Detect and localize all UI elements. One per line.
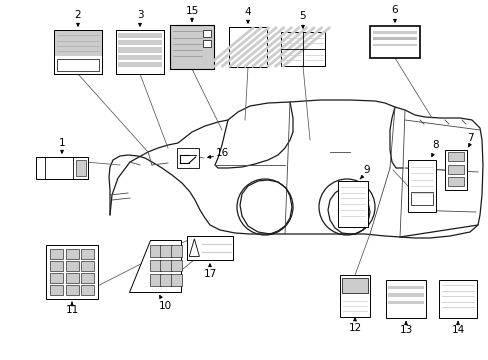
FancyBboxPatch shape: [65, 249, 79, 259]
FancyBboxPatch shape: [160, 274, 171, 286]
FancyBboxPatch shape: [50, 285, 63, 295]
FancyBboxPatch shape: [50, 273, 63, 283]
FancyBboxPatch shape: [186, 236, 232, 260]
FancyBboxPatch shape: [54, 30, 102, 74]
FancyBboxPatch shape: [50, 249, 63, 259]
FancyBboxPatch shape: [410, 192, 432, 205]
FancyBboxPatch shape: [342, 278, 367, 293]
Text: 2: 2: [75, 10, 81, 20]
Text: 16: 16: [215, 148, 228, 158]
FancyBboxPatch shape: [447, 152, 464, 161]
FancyBboxPatch shape: [118, 33, 161, 38]
FancyBboxPatch shape: [281, 32, 325, 66]
FancyBboxPatch shape: [203, 40, 211, 47]
Text: 15: 15: [185, 6, 198, 16]
FancyBboxPatch shape: [339, 275, 369, 317]
FancyBboxPatch shape: [387, 301, 423, 304]
FancyBboxPatch shape: [447, 177, 464, 186]
FancyBboxPatch shape: [170, 25, 214, 69]
Bar: [228, 27, 266, 67]
FancyBboxPatch shape: [149, 274, 161, 286]
FancyBboxPatch shape: [170, 260, 182, 271]
FancyBboxPatch shape: [369, 26, 419, 58]
FancyBboxPatch shape: [65, 261, 79, 271]
Text: 5: 5: [299, 11, 305, 21]
FancyBboxPatch shape: [46, 245, 98, 299]
FancyBboxPatch shape: [75, 160, 86, 176]
FancyBboxPatch shape: [149, 245, 161, 257]
Text: 4: 4: [244, 7, 251, 17]
FancyBboxPatch shape: [387, 286, 423, 289]
Text: 8: 8: [432, 140, 438, 150]
FancyBboxPatch shape: [170, 245, 182, 257]
FancyBboxPatch shape: [118, 55, 161, 60]
FancyBboxPatch shape: [81, 285, 94, 295]
FancyBboxPatch shape: [65, 285, 79, 295]
Text: 17: 17: [203, 269, 216, 279]
FancyBboxPatch shape: [385, 280, 425, 318]
FancyBboxPatch shape: [170, 274, 182, 286]
FancyBboxPatch shape: [57, 59, 99, 71]
FancyBboxPatch shape: [118, 40, 161, 45]
Text: 1: 1: [59, 138, 65, 148]
FancyBboxPatch shape: [160, 260, 171, 271]
FancyBboxPatch shape: [372, 31, 416, 34]
FancyBboxPatch shape: [372, 44, 416, 46]
FancyBboxPatch shape: [50, 261, 63, 271]
FancyBboxPatch shape: [337, 181, 367, 227]
FancyBboxPatch shape: [81, 249, 94, 259]
FancyBboxPatch shape: [54, 30, 102, 57]
FancyBboxPatch shape: [36, 157, 88, 179]
FancyBboxPatch shape: [387, 293, 423, 297]
Text: 10: 10: [158, 301, 171, 311]
FancyBboxPatch shape: [81, 261, 94, 271]
Text: 7: 7: [466, 133, 472, 143]
FancyBboxPatch shape: [160, 245, 171, 257]
FancyBboxPatch shape: [118, 47, 161, 53]
Polygon shape: [129, 240, 181, 292]
Text: 11: 11: [65, 305, 79, 315]
FancyBboxPatch shape: [372, 37, 416, 40]
Text: 14: 14: [450, 325, 464, 335]
FancyBboxPatch shape: [177, 148, 199, 168]
FancyBboxPatch shape: [407, 160, 435, 212]
FancyBboxPatch shape: [65, 273, 79, 283]
FancyBboxPatch shape: [447, 165, 464, 174]
Text: 6: 6: [391, 5, 398, 15]
FancyBboxPatch shape: [228, 27, 266, 67]
FancyBboxPatch shape: [81, 273, 94, 283]
FancyBboxPatch shape: [203, 30, 211, 37]
Text: 13: 13: [399, 325, 412, 335]
Text: 12: 12: [347, 323, 361, 333]
FancyBboxPatch shape: [116, 30, 163, 74]
Text: 3: 3: [137, 10, 143, 20]
FancyBboxPatch shape: [118, 62, 161, 67]
FancyBboxPatch shape: [438, 280, 476, 318]
Text: 9: 9: [363, 165, 369, 175]
FancyBboxPatch shape: [149, 260, 161, 271]
FancyBboxPatch shape: [444, 150, 466, 190]
